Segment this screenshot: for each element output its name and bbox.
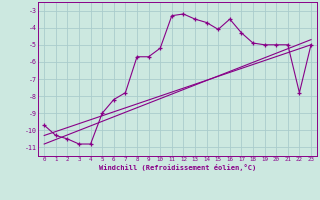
- X-axis label: Windchill (Refroidissement éolien,°C): Windchill (Refroidissement éolien,°C): [99, 164, 256, 171]
